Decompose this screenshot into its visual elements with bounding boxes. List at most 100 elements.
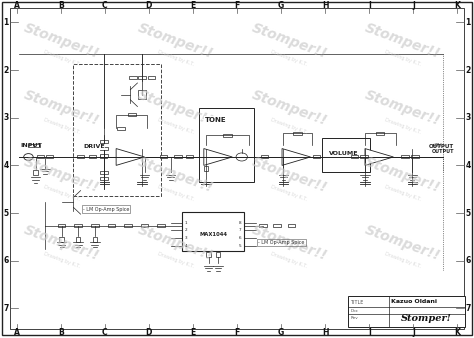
Text: Stomper!!: Stomper!!: [363, 222, 443, 263]
Bar: [73, 65, 161, 196]
Text: 5: 5: [239, 244, 242, 248]
Text: Stomper!!: Stomper!!: [136, 21, 215, 61]
Text: D: D: [146, 1, 152, 10]
Text: B: B: [58, 328, 64, 337]
Bar: [117, 127, 125, 130]
Text: Drawing by K.T.: Drawing by K.T.: [156, 50, 194, 67]
Text: Doc: Doc: [350, 309, 358, 313]
Text: 1: 1: [185, 221, 187, 224]
Text: Drawing by K.T.: Drawing by K.T.: [384, 117, 422, 135]
Text: 1: 1: [465, 18, 471, 27]
Text: 8: 8: [239, 221, 242, 224]
Bar: [92, 237, 97, 242]
Text: Stomper!!: Stomper!!: [22, 21, 101, 61]
Text: Stomper!!: Stomper!!: [363, 88, 443, 128]
Bar: [77, 155, 84, 159]
Text: 3: 3: [3, 113, 9, 122]
Text: Stomper!!: Stomper!!: [249, 88, 329, 128]
Text: - LM Op-Amp Spice: - LM Op-Amp Spice: [83, 207, 129, 212]
Bar: [58, 224, 65, 227]
Text: A: A: [14, 328, 19, 337]
Bar: [313, 155, 320, 159]
Text: +9V: +9V: [431, 143, 442, 148]
Bar: [37, 155, 44, 159]
Text: TITLE: TITLE: [350, 300, 364, 305]
Text: VOLUME: VOLUME: [329, 151, 359, 156]
Text: F: F: [234, 328, 240, 337]
Text: Stomper!!: Stomper!!: [22, 222, 101, 263]
Bar: [204, 166, 208, 171]
Bar: [138, 90, 146, 99]
Text: Stomper!!: Stomper!!: [136, 88, 215, 128]
Bar: [128, 114, 136, 117]
Text: 2: 2: [3, 66, 9, 75]
Text: C: C: [102, 328, 108, 337]
Text: Stomper!!: Stomper!!: [249, 155, 329, 196]
Text: E: E: [190, 328, 196, 337]
Text: 3: 3: [185, 236, 188, 240]
Text: D: D: [146, 328, 152, 337]
Bar: [33, 170, 37, 175]
Text: K: K: [455, 1, 460, 10]
Text: OUTPUT: OUTPUT: [431, 149, 454, 154]
Text: 6: 6: [465, 256, 471, 265]
Bar: [124, 224, 132, 227]
Text: 4: 4: [465, 161, 471, 170]
Text: A: A: [14, 1, 19, 10]
Text: MAX1044: MAX1044: [199, 232, 228, 237]
Text: Rev: Rev: [350, 316, 358, 320]
Text: F: F: [234, 1, 240, 10]
Text: 1: 1: [3, 18, 9, 27]
Polygon shape: [365, 149, 393, 165]
Text: Drawing by K.T.: Drawing by K.T.: [156, 184, 194, 202]
Bar: [100, 147, 108, 150]
Bar: [89, 155, 96, 159]
Bar: [157, 224, 165, 227]
Bar: [91, 224, 99, 227]
Text: I: I: [368, 1, 371, 10]
Text: Stomper!!: Stomper!!: [136, 222, 215, 263]
Text: Stomper!!: Stomper!!: [363, 155, 443, 196]
Text: Stomper!!: Stomper!!: [22, 155, 101, 196]
Text: - LM Op-Amp Spice: - LM Op-Amp Spice: [258, 240, 305, 245]
Bar: [273, 224, 281, 227]
Bar: [376, 132, 384, 135]
Bar: [411, 155, 419, 159]
Text: Kazuo Oldani: Kazuo Oldani: [391, 299, 437, 305]
Bar: [100, 140, 108, 143]
Text: H: H: [322, 328, 328, 337]
Bar: [100, 154, 108, 157]
Text: Drawing by K.T.: Drawing by K.T.: [270, 184, 308, 202]
Text: G: G: [278, 1, 284, 10]
Text: Drawing by K.T.: Drawing by K.T.: [43, 184, 81, 202]
Bar: [261, 155, 268, 159]
Text: TONE: TONE: [205, 117, 227, 123]
Bar: [34, 144, 40, 147]
Text: 5: 5: [4, 209, 9, 218]
Text: Stomper!!: Stomper!!: [363, 21, 443, 61]
Text: C: C: [102, 1, 108, 10]
Text: 7: 7: [3, 304, 9, 313]
Text: Stomper!: Stomper!: [401, 314, 452, 322]
Bar: [160, 155, 167, 159]
Text: E: E: [190, 1, 196, 10]
Bar: [182, 213, 244, 251]
Bar: [174, 155, 182, 159]
Text: H: H: [322, 1, 328, 10]
Text: 3: 3: [465, 113, 471, 122]
Bar: [76, 237, 80, 242]
Bar: [28, 144, 34, 147]
Text: I: I: [368, 328, 371, 337]
Bar: [100, 155, 107, 159]
Text: Stomper!!: Stomper!!: [136, 155, 215, 196]
Bar: [186, 155, 193, 159]
Polygon shape: [204, 149, 232, 165]
Bar: [138, 76, 146, 79]
Polygon shape: [116, 149, 145, 165]
Text: 5: 5: [465, 209, 470, 218]
Bar: [360, 155, 368, 159]
Text: Drawing by K.T.: Drawing by K.T.: [384, 251, 422, 269]
Text: Drawing by K.T.: Drawing by K.T.: [270, 50, 308, 67]
Text: Drawing by K.T.: Drawing by K.T.: [384, 184, 422, 202]
Text: G: G: [278, 328, 284, 337]
